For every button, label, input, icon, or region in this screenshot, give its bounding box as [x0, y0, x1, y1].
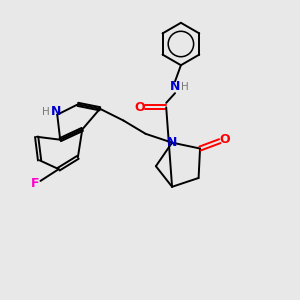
Text: N: N	[170, 80, 180, 93]
Text: F: F	[31, 177, 39, 190]
Text: O: O	[220, 133, 230, 146]
Text: N: N	[51, 105, 61, 118]
Text: H: H	[42, 107, 50, 117]
Text: O: O	[134, 101, 145, 114]
Text: H: H	[182, 82, 189, 92]
Text: N: N	[167, 136, 177, 149]
